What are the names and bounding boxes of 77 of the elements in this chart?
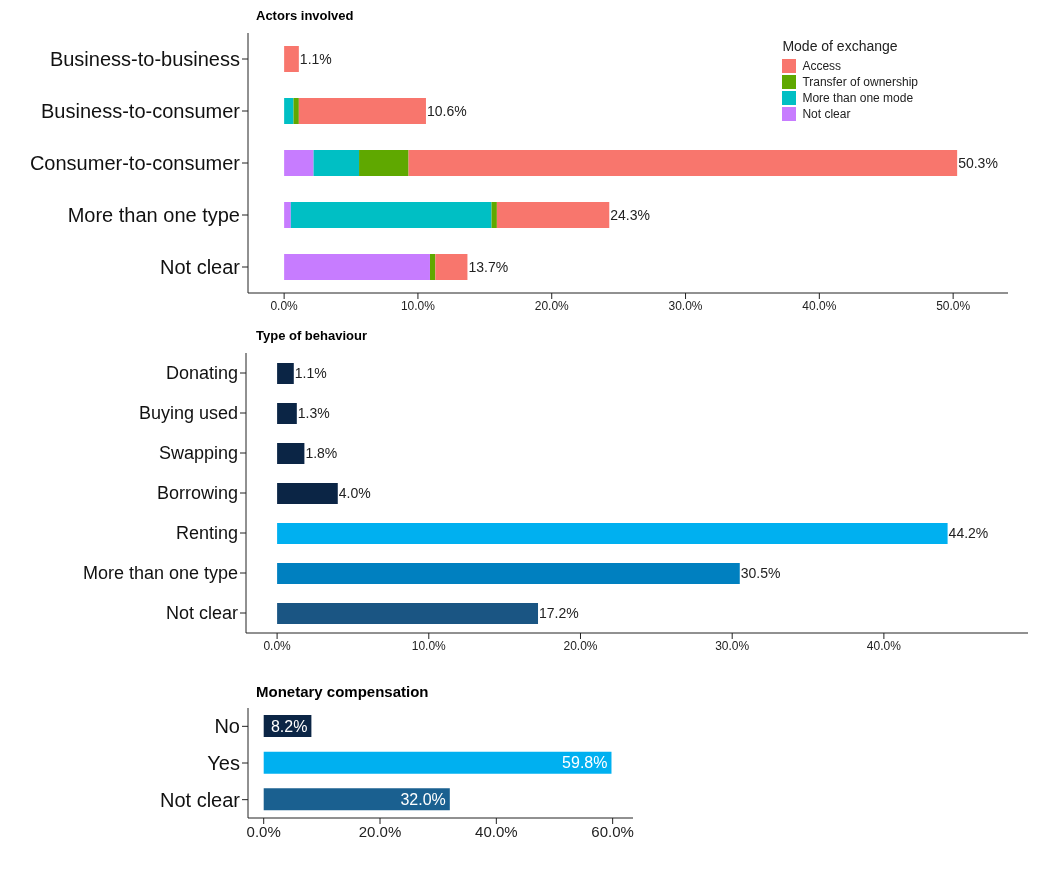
legend-label: Not clear: [802, 107, 851, 121]
data-label: 8.2%: [270, 717, 308, 735]
bar: [435, 254, 468, 280]
bar: [284, 98, 294, 124]
y-tick-label: More than one type: [82, 563, 238, 584]
x-tick-label: 50.0%: [936, 298, 971, 313]
x-tick-label: 10.0%: [400, 298, 436, 313]
x-tick-label: 30.0%: [715, 638, 750, 653]
x-tick-label: 60.0%: [591, 822, 634, 840]
y-tick-label: Donating: [165, 363, 238, 384]
y-tick-label: Swapping: [158, 443, 238, 464]
bar: [284, 202, 291, 228]
bar: [293, 98, 299, 124]
bar: [263, 751, 612, 774]
bar: [298, 98, 426, 124]
bar: [290, 202, 492, 228]
x-tick-label: 0.0%: [270, 298, 299, 313]
bar: [284, 46, 299, 72]
x-tick-label: 40.0%: [866, 638, 902, 653]
y-tick-label: Renting: [175, 523, 238, 544]
x-tick-label: 0.0%: [263, 638, 292, 653]
x-tick-label: 10.0%: [411, 638, 447, 653]
total-label: 1.1%: [299, 50, 332, 67]
y-tick-label: Business-to-consumer: [41, 100, 241, 123]
bar: [263, 788, 450, 811]
chart-title: Monetary compensation: [255, 683, 430, 702]
bar: [277, 403, 297, 424]
data-label: 32.0%: [400, 790, 446, 808]
legend-title: Mode of exchange: [782, 38, 899, 54]
bar: [496, 202, 610, 228]
x-tick-label: 20.0%: [358, 822, 402, 840]
y-tick-label: Not clear: [159, 788, 241, 811]
chart-title: Actors involved: [255, 8, 355, 25]
legend-label: Transfer of ownership: [802, 75, 918, 89]
bar: [313, 150, 360, 176]
bar: [429, 254, 436, 280]
y-tick-label: More than one type: [67, 204, 240, 227]
y-tick-label: Consumer-to-consumer: [29, 152, 241, 175]
x-tick-label: 40.0%: [475, 822, 518, 840]
data-label: 1.3%: [297, 405, 330, 422]
data-label: 44.2%: [948, 525, 989, 542]
y-tick-label: Borrowing: [156, 483, 238, 504]
bar: [284, 254, 430, 280]
bar: [408, 150, 958, 176]
legend-label: More than one mode: [802, 91, 914, 105]
data-label: 59.8%: [562, 754, 608, 772]
data-label: 17.2%: [539, 605, 579, 622]
y-tick-label: No: [214, 715, 240, 738]
bar: [277, 483, 338, 504]
total-label: 10.6%: [426, 102, 467, 119]
total-label: 13.7%: [468, 258, 509, 275]
x-tick-label: 20.0%: [563, 638, 598, 653]
x-tick-label: 0.0%: [246, 822, 281, 840]
y-tick-label: Not clear: [159, 256, 241, 279]
y-tick-label: Buying used: [138, 403, 238, 424]
y-tick-label: Business-to-business: [49, 48, 240, 71]
bar: [491, 202, 497, 228]
total-label: 50.3%: [958, 154, 998, 171]
data-label: 1.1%: [294, 365, 327, 382]
data-label: 1.8%: [305, 445, 338, 462]
x-tick-label: 20.0%: [534, 298, 570, 313]
bar: [359, 150, 409, 176]
y-tick-label: Yes: [207, 752, 240, 775]
bar: [277, 363, 294, 384]
bar: [277, 563, 740, 584]
y-tick-label: Not clear: [165, 603, 238, 624]
x-tick-label: 30.0%: [668, 298, 703, 313]
bar: [284, 150, 314, 176]
total-label: 24.3%: [610, 206, 650, 223]
bar: [277, 523, 948, 544]
chart-title: Type of behaviour: [255, 328, 368, 345]
bar: [277, 603, 539, 624]
data-label: 4.0%: [338, 485, 371, 502]
data-label: 30.5%: [740, 565, 781, 582]
bar: [277, 443, 305, 464]
x-tick-label: 40.0%: [802, 298, 837, 313]
legend-label: Access: [802, 59, 842, 73]
